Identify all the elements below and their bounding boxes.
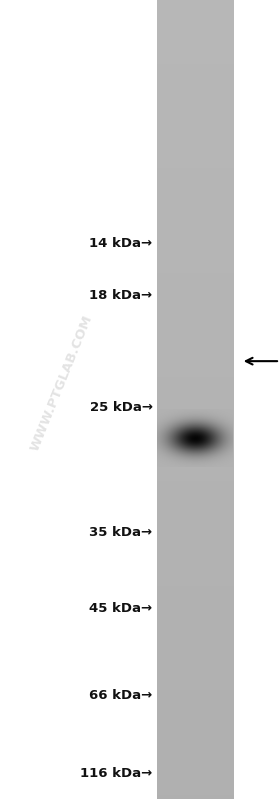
Text: 116 kDa→: 116 kDa→	[80, 767, 153, 780]
Text: 25 kDa→: 25 kDa→	[90, 401, 153, 414]
Text: 35 kDa→: 35 kDa→	[90, 527, 153, 539]
Text: 18 kDa→: 18 kDa→	[90, 289, 153, 302]
Text: WWW.PTGLAB.COM: WWW.PTGLAB.COM	[28, 313, 95, 454]
Text: 66 kDa→: 66 kDa→	[89, 689, 153, 702]
Text: 14 kDa→: 14 kDa→	[90, 237, 153, 250]
Text: 45 kDa→: 45 kDa→	[90, 602, 153, 615]
